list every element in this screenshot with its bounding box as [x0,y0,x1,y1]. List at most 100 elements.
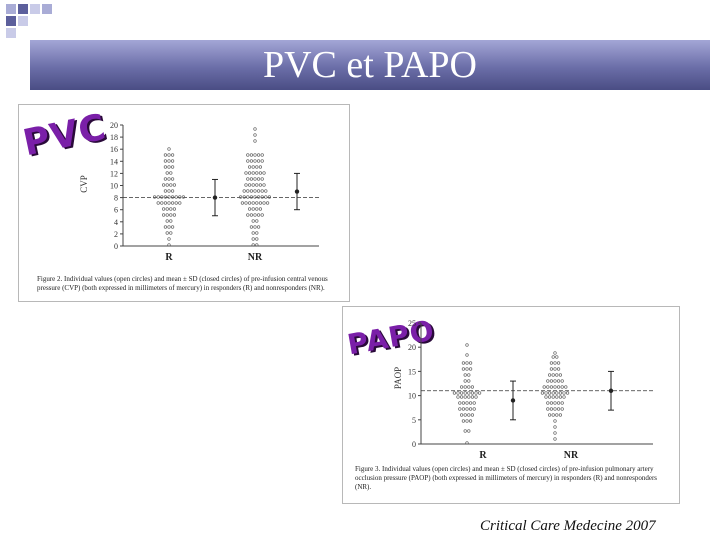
individual-value-point [557,361,561,365]
individual-value-point [246,153,250,157]
individual-value-point [470,385,474,389]
individual-value-point [459,391,464,395]
individual-value-point [546,401,550,405]
y-tick-label: 20 [408,343,416,352]
individual-value-point [551,395,555,399]
individual-value-point [255,237,259,241]
individual-value-point [244,171,248,175]
individual-value-point [478,391,482,395]
individual-value-point [257,177,261,181]
individual-value-point [253,159,257,163]
figure-paop: PAPO PAOP 0 5 10 15 20 25 R NR Figure 3. Indivi… [342,306,680,504]
y-tick-label: 20 [110,121,118,130]
individual-value-point [472,407,476,411]
individual-value-point [557,407,561,411]
individual-value-point [546,407,550,411]
individual-value-point [242,189,246,193]
individual-value-point [251,243,255,247]
individual-value-point [171,201,175,205]
x-category-label: R [479,450,487,461]
individual-value-point [167,201,171,205]
individual-value-point [566,391,570,395]
individual-value-point [461,361,465,365]
mean-point [510,398,516,403]
individual-value-point [249,225,253,229]
individual-value-point [562,391,566,395]
individual-value-point [258,207,262,211]
individual-value-point [255,165,259,169]
individual-value-point [257,189,261,193]
individual-value-point [468,401,473,405]
individual-value-point [540,391,544,395]
decor-square [18,4,28,14]
individual-value-point [246,177,250,181]
individual-value-point [260,195,264,199]
individual-value-point [165,219,169,223]
individual-value-point [456,395,460,399]
individual-value-point [463,413,467,417]
individual-value-point [255,207,259,211]
individual-value-point [260,177,264,181]
individual-value-point [555,355,559,359]
x-category-label: NR [564,450,579,461]
individual-value-point [546,379,550,383]
individual-value-point [156,195,160,199]
individual-value-point [544,391,548,395]
individual-value-point [162,207,166,211]
individual-value-point [248,183,252,187]
individual-value-point [557,379,561,383]
individual-value-point [167,243,171,247]
individual-value-point [467,379,471,383]
individual-value-point [560,407,564,411]
individual-value-point [253,133,257,137]
individual-value-point [546,385,550,389]
individual-value-point [465,407,469,411]
individual-value-point [562,395,566,399]
individual-value-point [553,419,557,423]
individual-value-point [171,195,175,199]
individual-value-point [470,391,474,395]
individual-value-point [251,231,255,235]
individual-value-point [463,385,467,389]
decor-square [18,16,28,26]
individual-value-point [468,419,473,423]
individual-value-point [163,165,167,169]
individual-value-point [171,189,175,193]
individual-value-point [167,225,171,229]
individual-value-point [169,171,173,175]
individual-value-point [461,401,465,405]
individual-value-point [553,361,557,365]
individual-value-point [246,189,250,193]
individual-value-point [262,183,266,187]
individual-value-point [249,159,253,163]
slide-title: PVC et PAPO [262,44,477,86]
individual-value-point [169,219,173,223]
individual-value-point [251,171,255,175]
individual-value-point [549,385,553,389]
individual-value-point [167,177,171,181]
y-tick-label: 15 [408,367,416,376]
individual-value-point [542,385,546,389]
individual-value-point [249,213,253,217]
decor-square [42,4,52,14]
individual-value-point [178,201,182,205]
individual-value-point [463,379,467,383]
individual-value-point [160,201,164,205]
scatter-plot: 0 5 10 15 20 25 R NR [408,319,653,461]
individual-value-point [474,395,478,399]
individual-value-point [551,413,555,417]
individual-value-point [548,413,552,417]
individual-value-point [167,165,171,169]
individual-value-point [553,351,557,355]
individual-value-point [260,213,264,217]
individual-value-point [465,367,469,371]
individual-value-point [459,413,464,417]
individual-value-point [551,373,555,377]
individual-value-point [467,391,471,395]
individual-value-point [239,195,243,199]
individual-value-point [260,159,264,163]
individual-value-point [544,395,548,399]
mean-point [608,388,614,393]
individual-value-point [264,189,268,193]
individual-value-point [549,379,553,383]
